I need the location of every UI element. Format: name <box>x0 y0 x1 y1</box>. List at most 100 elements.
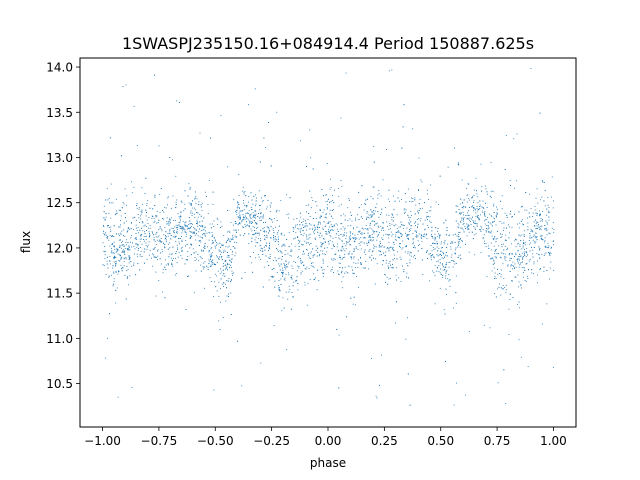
data-point <box>165 237 166 239</box>
data-point <box>545 247 547 249</box>
data-point <box>533 225 535 227</box>
data-point <box>399 237 400 239</box>
data-point <box>486 218 488 220</box>
data-point <box>406 236 408 238</box>
data-point <box>545 220 547 222</box>
data-point <box>440 250 442 252</box>
data-point <box>110 217 112 219</box>
data-point <box>264 238 266 240</box>
data-point <box>104 218 106 220</box>
data-point <box>232 238 234 240</box>
data-point <box>344 215 346 217</box>
data-point <box>265 231 267 233</box>
data-point <box>395 239 397 241</box>
data-point <box>532 253 534 255</box>
data-point <box>552 222 554 224</box>
data-point <box>182 227 184 229</box>
data-point <box>292 227 294 229</box>
data-point <box>517 242 519 244</box>
data-point <box>532 231 534 233</box>
data-point <box>473 195 475 197</box>
data-point <box>512 261 514 263</box>
data-point <box>266 208 268 210</box>
data-point <box>335 233 337 235</box>
data-point <box>155 233 157 235</box>
data-point <box>397 197 399 199</box>
data-point <box>553 200 554 202</box>
data-point <box>468 331 470 332</box>
data-point <box>260 216 262 218</box>
data-point <box>296 279 298 281</box>
data-point <box>340 228 342 230</box>
data-point <box>288 213 290 215</box>
data-point <box>516 239 518 241</box>
data-point <box>153 218 155 220</box>
data-point <box>513 267 515 269</box>
data-point <box>363 232 365 234</box>
data-point <box>385 262 387 264</box>
data-point <box>269 204 271 206</box>
data-point <box>234 247 236 249</box>
data-point <box>263 266 265 268</box>
data-point <box>155 244 157 245</box>
data-point <box>202 234 203 236</box>
data-point <box>446 227 448 229</box>
data-point <box>112 285 114 287</box>
data-point <box>105 274 107 275</box>
data-point <box>351 253 353 255</box>
data-point <box>305 226 307 228</box>
data-point <box>192 248 194 250</box>
data-point <box>290 308 292 310</box>
data-point <box>219 256 221 258</box>
data-point <box>277 258 279 260</box>
data-point <box>549 254 550 256</box>
data-point <box>315 218 317 219</box>
data-point <box>116 233 117 235</box>
data-point <box>109 260 111 262</box>
data-point <box>123 229 125 231</box>
data-point <box>495 296 497 298</box>
data-point <box>407 265 409 267</box>
data-point <box>400 226 402 228</box>
data-point <box>413 241 414 243</box>
data-point <box>153 248 155 250</box>
data-point <box>231 253 233 255</box>
data-point <box>432 246 434 248</box>
data-point <box>298 228 300 230</box>
data-point <box>495 224 497 226</box>
data-point <box>348 253 350 255</box>
data-point <box>540 199 541 201</box>
data-point <box>237 201 238 203</box>
data-point <box>331 225 333 227</box>
data-point <box>234 235 236 237</box>
data-point <box>213 281 215 283</box>
data-point <box>153 234 155 236</box>
data-point <box>195 251 197 253</box>
data-point <box>437 233 439 235</box>
data-point <box>384 246 386 248</box>
data-point <box>323 221 325 223</box>
data-point <box>326 222 328 224</box>
data-point <box>245 206 247 208</box>
data-point <box>201 250 203 252</box>
data-point <box>409 254 411 256</box>
data-point <box>216 255 218 257</box>
data-point <box>461 207 463 208</box>
data-point <box>329 209 331 211</box>
data-point <box>319 232 321 234</box>
data-point <box>466 187 468 189</box>
data-point <box>357 286 359 288</box>
data-point <box>490 232 492 234</box>
data-point <box>106 237 108 238</box>
data-point <box>474 209 476 211</box>
data-point <box>392 195 394 197</box>
data-point <box>120 254 121 256</box>
data-point <box>171 227 173 229</box>
data-point <box>466 194 468 196</box>
data-point <box>320 215 322 217</box>
data-point <box>193 232 195 234</box>
data-point <box>237 202 239 204</box>
data-point <box>126 277 128 279</box>
data-point <box>121 251 123 253</box>
data-point <box>521 219 523 221</box>
